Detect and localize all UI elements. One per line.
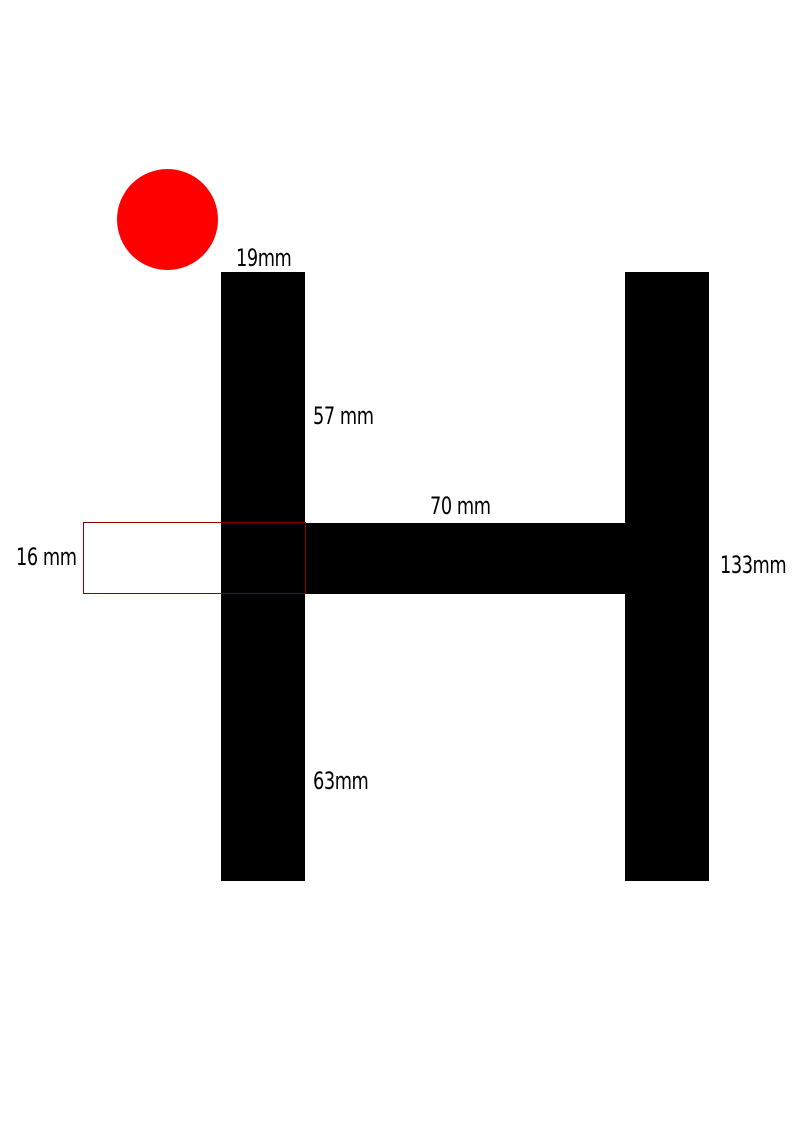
crossbar-thickness-label: 16 mm	[16, 543, 77, 571]
stroke-width-label: 19mm	[236, 244, 292, 272]
upper-stem-length-label: 57 mm	[313, 402, 374, 430]
crossbar-thickness-outline	[83, 522, 306, 594]
letter-h-crossbar	[221, 523, 709, 594]
lower-stem-length-label: 63mm	[313, 767, 369, 795]
total-height-label: 133mm	[720, 551, 787, 579]
red-dot-marker	[117, 169, 218, 270]
crossbar-length-label: 70 mm	[430, 492, 491, 520]
